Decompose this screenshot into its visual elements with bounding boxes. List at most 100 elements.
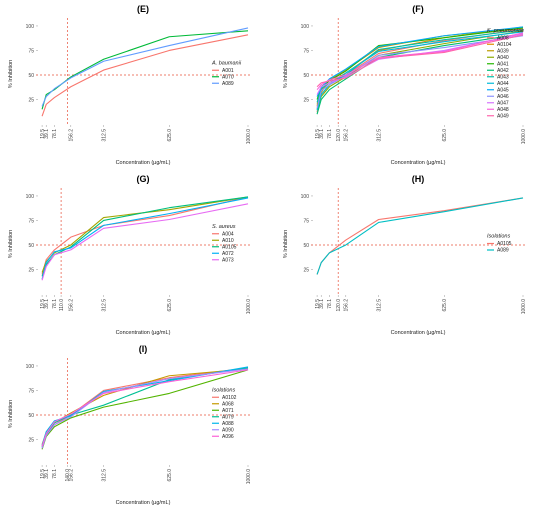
series-line bbox=[41, 30, 249, 110]
x-tick-label: 39.1 bbox=[44, 299, 50, 309]
series-line bbox=[41, 203, 249, 281]
x-tick-label: 120.0 bbox=[336, 299, 342, 312]
x-tick-label: 625.0 bbox=[167, 129, 173, 142]
series-line bbox=[41, 368, 249, 445]
legend-label: A010 bbox=[222, 238, 234, 244]
panel-title: (G) bbox=[137, 174, 150, 184]
y-tick-label: 75 bbox=[28, 48, 34, 54]
series-line bbox=[41, 369, 249, 447]
panel: (H) 25 50 75 100 19.539.1 78.1 120.0 156.2 312.5 6… bbox=[283, 174, 527, 336]
x-tick-label: 1000.0 bbox=[246, 469, 252, 485]
series-line bbox=[41, 369, 249, 450]
series-line bbox=[41, 196, 249, 275]
legend-label: A040 bbox=[497, 55, 509, 61]
series-line bbox=[41, 34, 249, 117]
x-tick-label: 156.2 bbox=[69, 469, 75, 482]
legend-label: A0102 bbox=[222, 395, 237, 401]
x-tick-label: 312.5 bbox=[376, 129, 382, 142]
y-tick-label: 75 bbox=[303, 48, 309, 54]
legend-label: A039 bbox=[497, 48, 509, 54]
x-axis-label: Concentration (µg/mL) bbox=[116, 330, 171, 336]
legend-label: A041 bbox=[497, 61, 509, 67]
panel-title: (F) bbox=[412, 4, 424, 14]
legend-label: A043 bbox=[497, 74, 509, 80]
legend-label: A001 bbox=[222, 68, 234, 74]
series-line bbox=[316, 33, 524, 95]
y-tick-label: 25 bbox=[28, 97, 34, 103]
legend-label: A046 bbox=[497, 94, 509, 100]
legend-title: K. pneumoniae bbox=[487, 28, 524, 34]
panel-title: (I) bbox=[139, 344, 148, 354]
y-tick-label: 25 bbox=[303, 97, 309, 103]
x-tick-label: 1000.0 bbox=[521, 129, 527, 145]
legend-label: A048 bbox=[497, 107, 509, 113]
y-tick-label: 100 bbox=[301, 24, 310, 30]
x-tick-label: 19.5 bbox=[315, 129, 321, 139]
x-axis-label: Concentration (µg/mL) bbox=[391, 160, 446, 166]
series-line bbox=[41, 197, 249, 280]
legend-label: A089 bbox=[222, 81, 234, 87]
x-tick-label: 19.5 bbox=[315, 299, 321, 309]
x-axis-label: Concentration (µg/mL) bbox=[391, 330, 446, 336]
y-tick-label: 100 bbox=[301, 194, 310, 200]
y-tick-label: 50 bbox=[28, 73, 34, 79]
series-line bbox=[316, 197, 524, 275]
legend-label: A070 bbox=[222, 74, 234, 80]
x-tick-label: 156.2 bbox=[69, 299, 75, 312]
legend-label: A096 bbox=[222, 434, 234, 440]
y-axis-label: % Inhibition bbox=[8, 400, 14, 428]
y-tick-label: 50 bbox=[303, 243, 309, 249]
legend-title: Isolations bbox=[487, 234, 510, 240]
series-line bbox=[41, 27, 249, 107]
series-line bbox=[41, 366, 249, 446]
x-tick-label: 78.1 bbox=[52, 469, 58, 479]
y-axis-label: % Inhibition bbox=[8, 60, 14, 88]
x-tick-label: 156.2 bbox=[344, 299, 350, 312]
panel: (G) 25 50 75 100 19.539.1 78.1 110.0 156.2 312.5 6… bbox=[8, 174, 252, 336]
x-tick-label: 156.2 bbox=[344, 129, 350, 142]
legend-label: A049 bbox=[497, 113, 509, 119]
legend-label: A072 bbox=[222, 251, 234, 257]
x-tick-label: 625.0 bbox=[442, 129, 448, 142]
panel: (E) 25 50 75 100 19.539.1 78.1 156.2 312.5 625.0 1… bbox=[8, 4, 252, 166]
x-tick-label: 39.1 bbox=[319, 129, 325, 139]
y-tick-label: 75 bbox=[303, 218, 309, 224]
legend-label: A090 bbox=[222, 427, 234, 433]
y-tick-label: 75 bbox=[28, 218, 34, 224]
x-tick-label: 625.0 bbox=[442, 299, 448, 312]
x-tick-label: 120.0 bbox=[336, 129, 342, 142]
legend-label: A008 bbox=[497, 35, 509, 41]
x-tick-label: 39.1 bbox=[319, 299, 325, 309]
series-line bbox=[41, 368, 249, 449]
x-tick-label: 625.0 bbox=[167, 469, 173, 482]
y-tick-label: 50 bbox=[28, 413, 34, 419]
y-tick-label: 25 bbox=[28, 267, 34, 273]
legend-label: A045 bbox=[497, 87, 509, 93]
x-tick-label: 1000.0 bbox=[246, 129, 252, 145]
y-axis-label: % Inhibition bbox=[283, 60, 289, 88]
x-axis-label: Concentration (µg/mL) bbox=[116, 160, 171, 166]
x-tick-label: 625.0 bbox=[167, 299, 173, 312]
legend-label: A073 bbox=[222, 257, 234, 263]
series-line bbox=[41, 196, 249, 273]
x-tick-label: 39.1 bbox=[44, 469, 50, 479]
x-tick-label: 312.5 bbox=[101, 469, 107, 482]
legend-label: A0105 bbox=[222, 244, 237, 250]
legend-label: A0105 bbox=[497, 241, 512, 247]
series-line bbox=[316, 33, 524, 115]
x-tick-label: 110.0 bbox=[59, 299, 65, 311]
legend-label: A088 bbox=[222, 421, 234, 427]
legend-label: A079 bbox=[222, 414, 234, 420]
x-tick-label: 78.1 bbox=[327, 129, 333, 139]
x-tick-label: 39.1 bbox=[44, 129, 50, 139]
y-tick-label: 50 bbox=[28, 243, 34, 249]
x-tick-label: 312.5 bbox=[101, 299, 107, 312]
legend-label: A089 bbox=[497, 248, 509, 254]
x-tick-label: 19.5 bbox=[40, 469, 46, 479]
x-tick-label: 1000.0 bbox=[521, 299, 527, 315]
y-tick-label: 100 bbox=[26, 24, 35, 30]
legend-title: A. baumanii bbox=[211, 60, 242, 66]
legend-title: S. aureus bbox=[212, 224, 236, 230]
x-tick-label: 78.1 bbox=[327, 299, 333, 309]
y-tick-label: 25 bbox=[303, 267, 309, 273]
